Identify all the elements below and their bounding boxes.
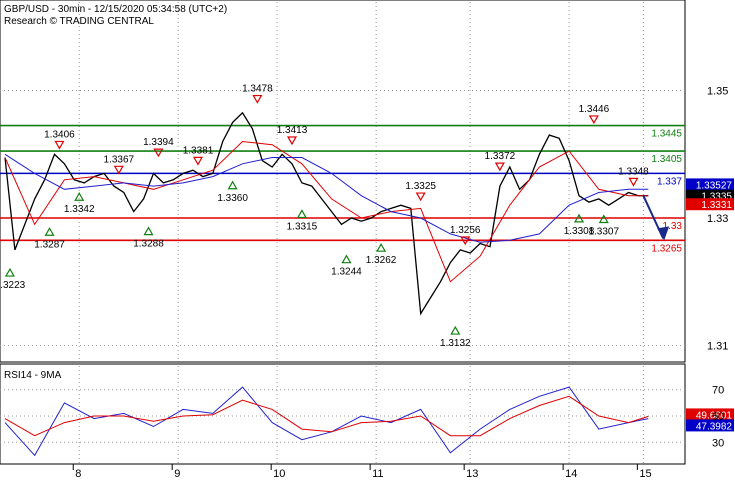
y-tick-label: 1.33 — [707, 213, 728, 225]
level-label: 1.3405 — [651, 154, 682, 165]
price-tag — [686, 198, 734, 211]
rsi-tick-label: 50 — [712, 411, 724, 423]
price-tag — [686, 419, 734, 432]
swing-low-label: 1.3342 — [64, 204, 95, 215]
swing-low-marker — [450, 325, 461, 335]
price-tag-label: 1.3331 — [701, 200, 732, 211]
swing-low-marker — [296, 209, 307, 219]
swing-low-marker — [4, 267, 15, 277]
swing-high-marker — [286, 136, 298, 146]
swing-low-label: 1.3223 — [0, 280, 26, 291]
swing-low-label: 1.3288 — [133, 239, 164, 250]
swing-high-marker — [460, 236, 471, 246]
swing-low-label: 1.3132 — [440, 338, 471, 349]
swing-high-label: 1.3381 — [183, 145, 214, 156]
price-tag-label: 1.3335 — [701, 192, 732, 203]
price-tag — [686, 178, 734, 191]
swing-low-marker — [44, 227, 55, 236]
ma-slow-line — [4, 153, 649, 243]
swing-high-marker — [54, 140, 65, 150]
projection-arrowhead — [657, 226, 670, 241]
swing-high-label: 1.3394 — [143, 137, 174, 148]
price-tag-label: 47.3982 — [696, 421, 733, 432]
swing-high-marker — [588, 115, 599, 125]
swing-high-label: 1.3478 — [242, 84, 273, 95]
x-tick-label: 13 — [466, 468, 478, 480]
swing-high-marker — [153, 148, 164, 158]
level-label: 1.3445 — [651, 129, 682, 140]
x-tick-label: 15 — [639, 468, 651, 480]
rsi-label: RSI14 - 9MA — [4, 370, 62, 381]
x-tick-label: 9 — [174, 468, 180, 480]
swing-markers: 1.3406 1.3367 1.3394 1.3381 1.3478 1.3413 1.33… — [0, 84, 649, 349]
swing-low-label: 1.3315 — [287, 221, 318, 232]
swing-high-label: 1.3256 — [450, 225, 481, 236]
level-label: 1.337 — [657, 176, 682, 187]
swing-high-marker — [252, 94, 263, 104]
swing-low-marker — [74, 192, 85, 201]
swing-low-marker — [341, 254, 352, 264]
series-lines — [4, 111, 670, 457]
chart-subtitle: Research © TRADING CENTRAL — [4, 16, 154, 27]
swing-high-marker — [628, 177, 639, 187]
x-tick-label: 8 — [75, 468, 81, 480]
level-label: 1.33 — [663, 221, 683, 232]
swing-low-marker — [376, 242, 387, 252]
swing-low-label: 1.3287 — [34, 239, 65, 250]
price-tag — [686, 408, 734, 421]
swing-low-marker — [573, 213, 585, 223]
swing-high-label: 1.3406 — [44, 129, 75, 140]
rsi-tick-label: 70 — [712, 385, 724, 397]
swing-low-label: 1.3308 — [564, 226, 595, 237]
axes: 8 9 10 11 13 14 15 1.35 1.33 1.31 70 50 30 — [72, 86, 728, 480]
rsi-panel-frame — [0, 363, 686, 465]
swing-low-marker — [227, 180, 238, 190]
price-tag-label: 49.6801 — [696, 410, 733, 421]
level-lines: 1.3445 1.3405 1.337 1.33 1.3265 — [0, 124, 685, 254]
swing-low-label: 1.3307 — [588, 227, 619, 238]
swing-high-marker — [415, 192, 426, 202]
swing-low-label: 1.3262 — [366, 255, 397, 266]
grid — [0, 2, 685, 464]
x-tick-label: 11 — [372, 468, 383, 480]
swing-high-label: 1.3372 — [485, 151, 516, 162]
x-tick-label: 14 — [565, 468, 577, 480]
y-tick-label: 1.35 — [707, 86, 728, 98]
swing-high-label: 1.3413 — [277, 125, 308, 136]
swing-low-marker — [598, 214, 609, 224]
y-tick-label: 1.31 — [707, 340, 728, 352]
level-label: 1.3265 — [651, 243, 682, 254]
rsi-ma-line — [4, 395, 649, 437]
swing-high-label: 1.3367 — [104, 154, 135, 165]
swing-high-label: 1.3348 — [618, 166, 649, 177]
swing-low-label: 1.3360 — [217, 193, 248, 204]
ma-fast-line — [4, 140, 649, 283]
rsi-tick-label: 30 — [712, 437, 724, 449]
swing-high-label: 1.3325 — [405, 181, 436, 192]
chart-title: GBP/USD - 30min - 12/15/2020 05:34:58 (U… — [4, 4, 227, 15]
price-tag-label: 1.33527 — [696, 180, 733, 191]
x-tick-label: 10 — [273, 468, 285, 480]
swing-high-marker — [192, 156, 204, 166]
swing-high-label: 1.3446 — [579, 104, 610, 115]
swing-low-marker — [143, 226, 154, 236]
swing-high-marker — [494, 162, 505, 172]
swing-low-label: 1.3244 — [331, 267, 362, 278]
swing-high-marker — [113, 165, 124, 175]
